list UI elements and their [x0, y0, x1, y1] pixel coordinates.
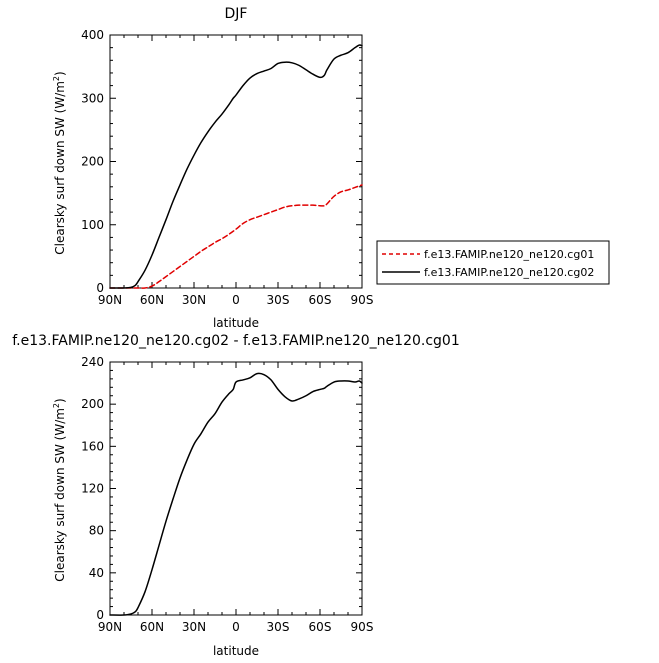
- bottom-ytick-label: 120: [81, 482, 104, 496]
- bottom-x-tick-labels: 90N 60N 30N 0 30S 60S 90S: [98, 620, 374, 634]
- top-ytick-label: 400: [81, 28, 104, 42]
- bottom-xtick-label: 0: [232, 620, 240, 634]
- legend-label-cg02: f.e13.FAMIP.ne120_ne120.cg02: [424, 266, 594, 279]
- top-xtick-label: 30S: [267, 293, 290, 307]
- bottom-ytick-label: 200: [81, 397, 104, 411]
- bottom-ytick-label: 0: [96, 608, 104, 622]
- bottom-xtick-label: 60N: [140, 620, 164, 634]
- top-ytick-label: 200: [81, 155, 104, 169]
- bottom-plot-frame: [109, 361, 363, 616]
- top-xtick-label: 60N: [140, 293, 164, 307]
- top-chart-title: DJF: [225, 6, 248, 22]
- bottom-chart-title: f.e13.FAMIP.ne120_ne120.cg02 - f.e13.FAM…: [12, 333, 460, 349]
- top-xtick-label: 90N: [98, 293, 122, 307]
- bottom-ytick-label: 240: [81, 355, 104, 369]
- top-ytick-label: 100: [81, 218, 104, 232]
- bottom-y-tick-labels: 0 40 80 120 160 200 240: [81, 355, 104, 622]
- bottom-xtick-label: 90N: [98, 620, 122, 634]
- top-ytick-label: 0: [96, 281, 104, 295]
- top-x-tick-labels: 90N 60N 30N 0 30S 60S 90S: [98, 293, 374, 307]
- top-xtick-label: 30N: [182, 293, 206, 307]
- top-series-line-2: [109, 44, 363, 289]
- legend-label-cg01: f.e13.FAMIP.ne120_ne120.cg01: [424, 248, 594, 261]
- top-ytick-label: 300: [81, 91, 104, 105]
- bottom-xtick-label: 90S: [351, 620, 374, 634]
- top-series-lines: [109, 44, 363, 289]
- bottom-series-lines: [109, 372, 363, 616]
- legend: f.e13.FAMIP.ne120_ne120.cg01 f.e13.FAMIP…: [376, 240, 610, 285]
- top-series-line-1: [109, 184, 363, 289]
- top-xtick-label: 0: [232, 293, 240, 307]
- top-plot-frame: [109, 34, 363, 289]
- top-tick-marks: [109, 34, 363, 289]
- bottom-x-axis-label: latitude: [213, 644, 259, 658]
- bottom-xtick-label: 60S: [309, 620, 332, 634]
- top-xtick-label: 90S: [351, 293, 374, 307]
- top-y-axis-label: Clearsky surf down SW (W/m2): [52, 71, 67, 254]
- top-xtick-label: 60S: [309, 293, 332, 307]
- top-x-axis-label: latitude: [213, 316, 259, 330]
- bottom-xtick-label: 30S: [267, 620, 290, 634]
- bottom-ytick-label: 40: [89, 566, 104, 580]
- bottom-panel: f.e13.FAMIP.ne120_ne120.cg02 - f.e13.FAM…: [12, 333, 460, 658]
- bottom-tick-marks: [109, 361, 363, 616]
- bottom-y-axis-label: Clearsky surf down SW (W/m2): [52, 398, 67, 581]
- bottom-ytick-label: 80: [89, 524, 104, 538]
- top-panel: DJF 90N 60N 30N 0 30S 60S 90S 0 100 200 300 400 la…: [52, 6, 373, 330]
- bottom-series-line-1: [109, 372, 363, 616]
- top-y-tick-labels: 0 100 200 300 400: [81, 28, 104, 295]
- legend-box: [376, 240, 610, 285]
- bottom-ytick-label: 160: [81, 439, 104, 453]
- bottom-xtick-label: 30N: [182, 620, 206, 634]
